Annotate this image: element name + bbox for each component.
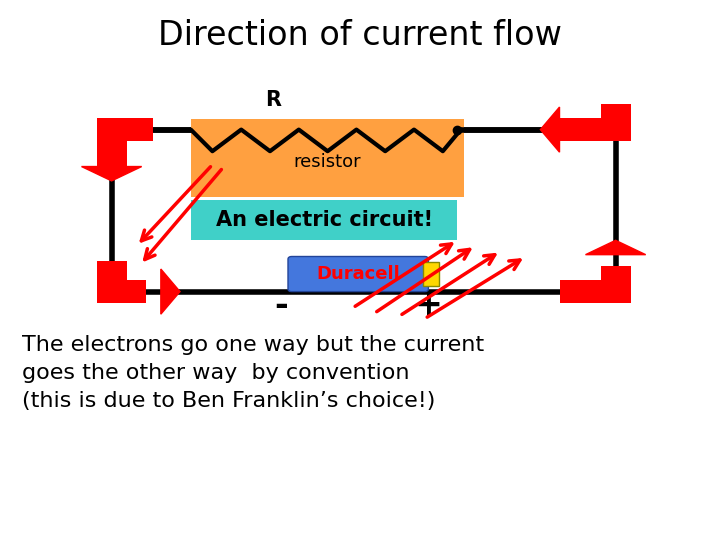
Text: -: - bbox=[274, 288, 288, 322]
Bar bbox=[96, 261, 127, 303]
Polygon shape bbox=[585, 240, 646, 255]
Bar bbox=[559, 280, 616, 303]
Polygon shape bbox=[81, 166, 142, 181]
Text: An electric circuit!: An electric circuit! bbox=[215, 210, 433, 230]
Bar bbox=[191, 200, 457, 240]
Text: resistor: resistor bbox=[294, 153, 361, 171]
Text: The electrons go one way but the current
goes the other way  by convention
(this: The electrons go one way but the current… bbox=[22, 335, 484, 411]
Bar bbox=[96, 280, 145, 303]
Bar bbox=[96, 118, 153, 141]
Bar bbox=[96, 130, 127, 166]
Text: +: + bbox=[415, 288, 442, 322]
Text: Duracell: Duracell bbox=[317, 265, 400, 284]
Bar bbox=[559, 118, 616, 141]
Polygon shape bbox=[161, 269, 180, 314]
Bar bbox=[600, 104, 631, 141]
Bar bbox=[191, 119, 464, 197]
Text: R: R bbox=[266, 90, 282, 110]
Text: Direction of current flow: Direction of current flow bbox=[158, 18, 562, 52]
Bar bbox=[600, 266, 631, 303]
Polygon shape bbox=[540, 107, 559, 152]
Bar bbox=[423, 262, 439, 286]
FancyBboxPatch shape bbox=[288, 256, 428, 292]
